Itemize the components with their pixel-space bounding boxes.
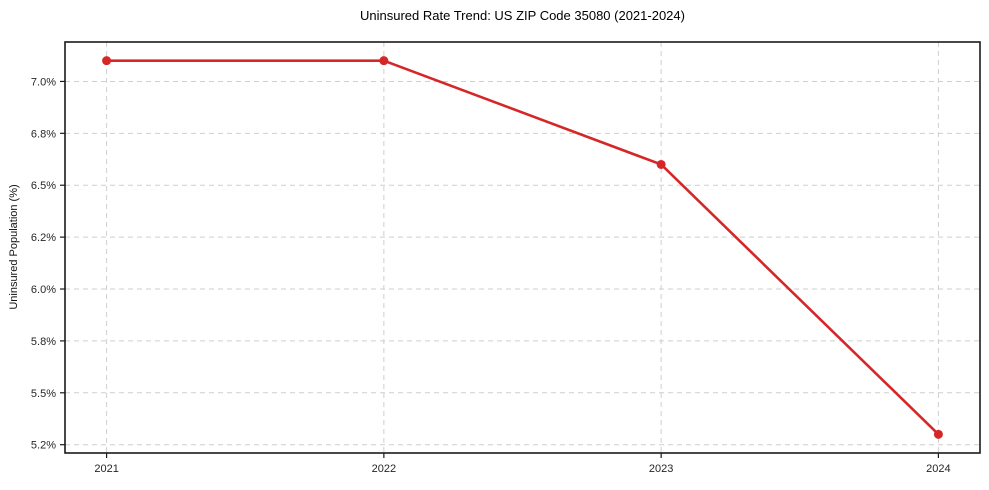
y-tick-label: 6.5% — [31, 180, 56, 192]
data-point-2023 — [656, 159, 666, 169]
y-tick-label: 5.5% — [31, 388, 56, 400]
x-tick-label: 2023 — [649, 463, 673, 475]
x-tick-label: 2021 — [94, 463, 118, 475]
y-tick-label: 5.2% — [31, 440, 56, 452]
y-tick-label: 6.2% — [31, 232, 56, 244]
chart-title: Uninsured Rate Trend: US ZIP Code 35080 … — [360, 8, 685, 23]
x-tick-label: 2024 — [926, 463, 950, 475]
y-tick-label: 7.0% — [31, 76, 56, 88]
y-tick-label: 5.8% — [31, 336, 56, 348]
trend-line — [105, 59, 940, 436]
y-tick-label: 6.8% — [31, 128, 56, 140]
data-point-2024 — [933, 429, 943, 439]
y-tick-label: 6.0% — [31, 284, 56, 296]
data-point-2021 — [102, 56, 112, 66]
x-tick-label: 2022 — [372, 463, 396, 475]
plot-border — [64, 41, 981, 454]
data-point-2022 — [379, 56, 389, 66]
